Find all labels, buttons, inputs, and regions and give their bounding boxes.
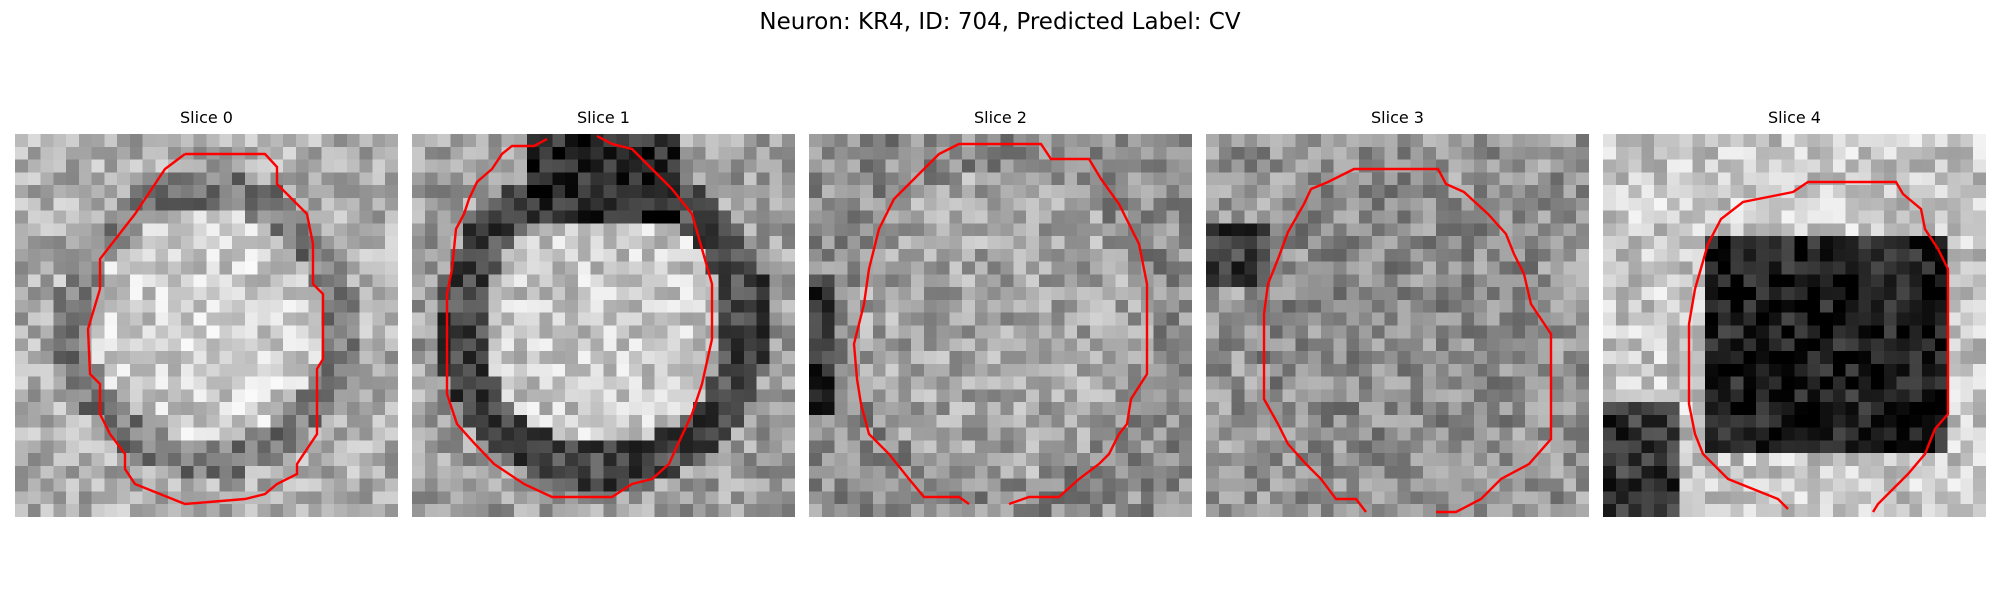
- slice-panel-0: Slice 0: [15, 108, 398, 517]
- slice-panel-2: Slice 2: [809, 108, 1192, 517]
- segmentation-contour: [86, 152, 325, 506]
- contour-overlay: [1262, 167, 1553, 514]
- slice-panel-3: Slice 3: [1206, 108, 1589, 517]
- slice-title: Slice 0: [180, 108, 233, 127]
- slice-image: [1603, 134, 1986, 517]
- slice-title: Slice 4: [1768, 108, 1821, 127]
- segmentation-contour: [1687, 180, 1950, 513]
- slice-image-frame: [1603, 134, 1986, 517]
- slice-image: [809, 134, 1192, 517]
- slice-panel-4: Slice 4: [1603, 108, 1986, 517]
- contour-overlay: [445, 134, 714, 499]
- slice-title: Slice 1: [577, 108, 630, 127]
- slice-title: Slice 2: [974, 108, 1027, 127]
- slice-image-frame: [15, 134, 398, 517]
- slice-panel-1: Slice 1: [412, 108, 795, 517]
- slice-image-frame: [809, 134, 1192, 517]
- slice-image-frame: [412, 134, 795, 517]
- slice-image-frame: [1206, 134, 1589, 517]
- segmentation-contour: [445, 134, 714, 499]
- slice-title: Slice 3: [1371, 108, 1424, 127]
- segmentation-contour: [852, 142, 1149, 506]
- figure-title: Neuron: KR4, ID: 704, Predicted Label: C…: [759, 9, 1241, 35]
- contour-overlay: [86, 152, 325, 506]
- contour-overlay: [852, 142, 1149, 506]
- slice-image: [15, 134, 398, 517]
- slice-image: [412, 134, 795, 517]
- contour-overlay: [1687, 180, 1950, 513]
- segmentation-contour: [1262, 167, 1553, 514]
- slice-image: [1206, 134, 1589, 517]
